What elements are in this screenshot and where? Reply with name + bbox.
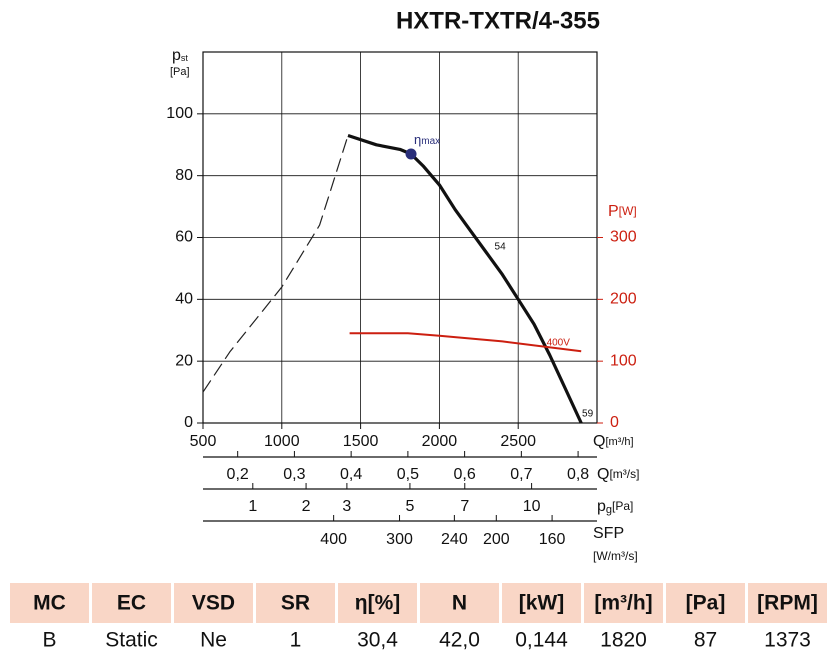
cell-text: 1820 [600,629,647,652]
eta-symbol: η [414,132,421,147]
scale-label: pg[Pa] [597,498,633,516]
y-tick-label: 100 [166,105,193,122]
annotation: 59 [582,408,594,419]
series-line [202,135,349,393]
cell-text: Ne [200,629,227,652]
x-tick-label: 500 [190,433,217,450]
scale-tick-label: 0,7 [510,466,532,483]
scale-tick-label: 0,5 [397,466,419,483]
x-tick-label: 1500 [343,433,379,450]
eta-max-point [405,148,417,160]
cell-text: 1373 [764,629,811,652]
y-label: pst [172,47,188,64]
x-tick-label: 2000 [422,433,458,450]
scale-tick-label: 7 [460,498,469,515]
y-unit: [Pa] [170,66,190,78]
scale-tick-label: 240 [441,531,468,548]
header-cell [92,583,171,623]
cell-text: 30,4 [357,629,398,652]
x-tick-label: 2500 [500,433,536,450]
y-tick-label: 0 [184,414,193,431]
cell-text: 1 [290,629,302,652]
header-text: [Pa] [686,592,726,615]
scale-tick-label: 0,8 [567,466,589,483]
annotation: 400V [547,337,571,348]
annotation: 54 [495,241,507,252]
scale-label: SFP [593,525,624,542]
header-text: η[%] [355,592,401,615]
scale-tick-label: 10 [523,498,541,515]
scale-tick-label: 400 [320,531,347,548]
header-cell [338,583,417,623]
x-tick-label: 1000 [264,433,300,450]
scale-tick-label: 2 [302,498,311,515]
header-text: EC [117,592,146,615]
scale-symbol: p [597,498,606,515]
scale-unit: [Pa] [612,499,633,513]
scale-label: Q[m³/s] [597,466,639,483]
series-line [347,133,583,424]
cell-text: Static [105,629,158,652]
header-cell [666,583,745,623]
header-text: VSD [192,592,235,615]
x-label: Q[m³/h] [593,433,634,450]
header-cell [420,583,499,623]
scale-tick-label: 0,4 [340,466,362,483]
scale-tick-label: 5 [405,498,414,515]
scale-unit: [m³/s] [609,467,639,481]
scale-tick-label: 3 [342,498,351,515]
y2-tick-label: 200 [610,291,637,308]
chart-title: HXTR-TXTR/4-355 [396,7,600,34]
y-tick-label: 40 [175,291,193,308]
header-cell [10,583,89,623]
header-text: MC [33,592,66,615]
series-line [349,332,582,353]
cell-text: 0,144 [515,629,568,652]
scale-tick-label: 0,2 [227,466,249,483]
y2-tick-label: 300 [610,229,637,246]
y-tick-label: 20 [175,352,193,369]
header-cell [174,583,253,623]
y-tick-label: 80 [175,167,193,184]
header-text: [RPM] [757,592,818,615]
scale-symbol: Q [597,466,609,483]
eta-max-label: ηmax [414,132,440,147]
cell-text: 87 [694,629,717,652]
header-text: [m³/h] [594,592,652,615]
eta-sub: max [421,136,440,147]
header-text: SR [281,592,310,615]
header-cell [256,583,335,623]
scale-tick-label: 300 [386,531,413,548]
y2-tick-label: 100 [610,352,637,369]
scale-sub: g [606,504,612,516]
header-text: N [452,592,467,615]
header-cell [584,583,663,623]
cell-text: B [42,629,56,652]
y-tick-label: 60 [175,229,193,246]
y2-label: P[W] [608,203,637,220]
header-text: [kW] [519,592,565,615]
scale-tick-label: 200 [483,531,510,548]
scale-tick-label: 160 [539,531,566,548]
header-cell [502,583,581,623]
header-cell [748,583,827,623]
scale-tick-label: 1 [248,498,257,515]
scale-unit: [W/m³/s] [593,549,638,563]
scale-tick-label: 0,6 [453,466,475,483]
cell-text: 42,0 [439,629,480,652]
scale-tick-label: 0,3 [283,466,305,483]
scale-symbol: SFP [593,525,624,542]
y2-tick-label: 0 [610,414,619,431]
